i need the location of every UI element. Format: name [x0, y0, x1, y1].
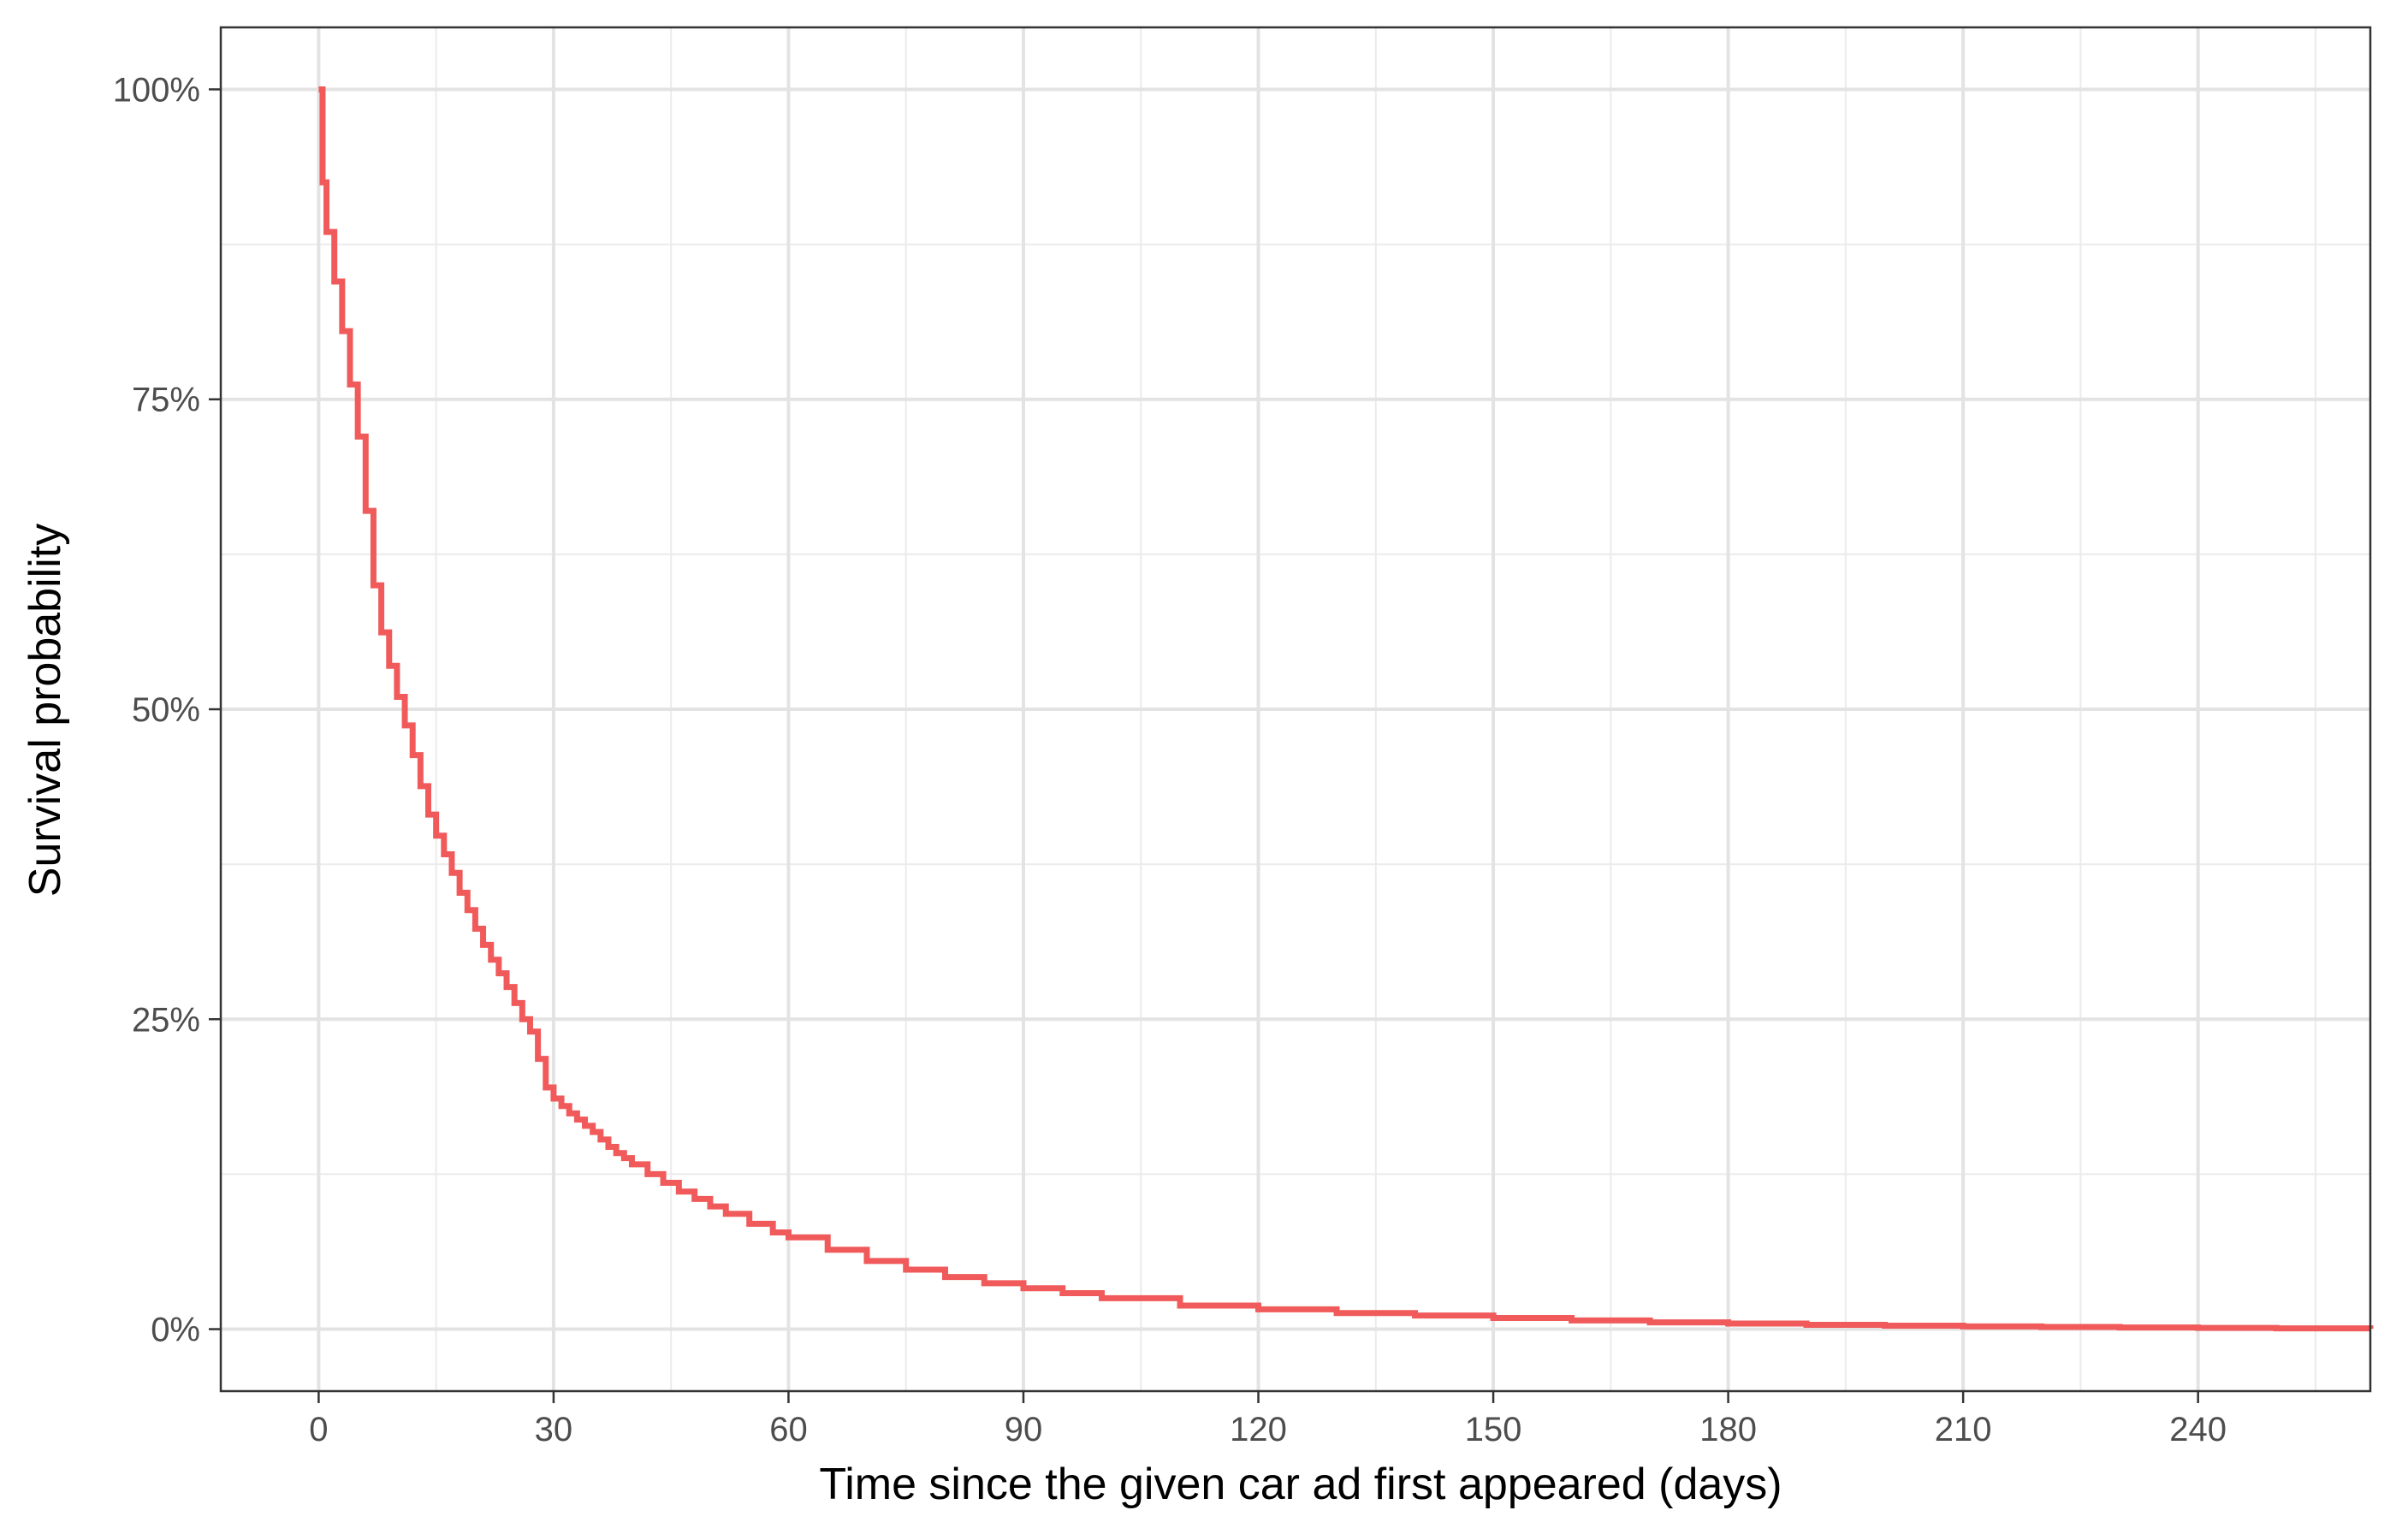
- survival-curve: [318, 86, 2374, 1332]
- x-tick-label: 30: [535, 1411, 573, 1448]
- series-layer: [318, 86, 2374, 1332]
- x-axis-ticks: 0 30 60 90 120 150 180 210 240: [309, 1391, 2227, 1448]
- y-tick-label: 100%: [113, 71, 200, 109]
- x-tick-label: 240: [2169, 1411, 2227, 1448]
- y-tick-label: 0%: [151, 1312, 200, 1349]
- x-tick-label: 0: [309, 1411, 328, 1448]
- y-tick-label: 50%: [132, 691, 200, 729]
- x-tick-label: 210: [1935, 1411, 1992, 1448]
- x-tick-label: 60: [769, 1411, 808, 1448]
- y-tick-label: 25%: [132, 1001, 200, 1039]
- x-tick-label: 90: [1005, 1411, 1043, 1448]
- x-tick-label: 180: [1699, 1411, 1757, 1448]
- x-tick-label: 120: [1230, 1411, 1287, 1448]
- x-axis-title: Time since the given car ad first appear…: [819, 1460, 1782, 1509]
- x-tick-label: 150: [1465, 1411, 1522, 1448]
- y-tick-label: 75%: [132, 382, 200, 419]
- major-gridlines: [221, 27, 2370, 1391]
- y-axis-title: Survival probability: [21, 524, 70, 897]
- y-axis-ticks: 0% 25% 50% 75% 100%: [113, 71, 221, 1349]
